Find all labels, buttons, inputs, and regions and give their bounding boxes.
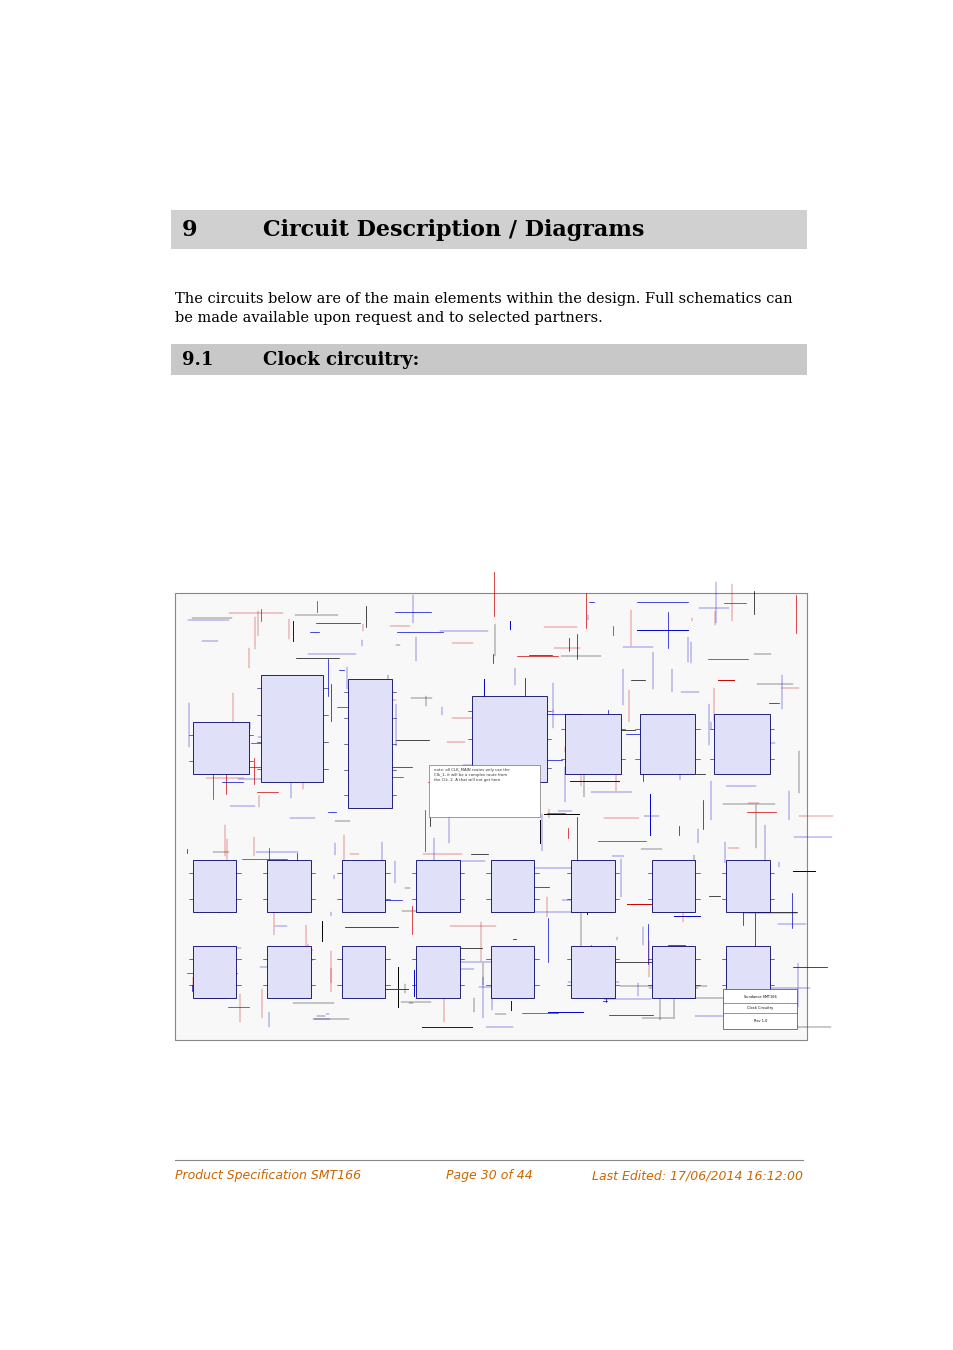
Bar [428, 765, 539, 817]
Bar [651, 946, 695, 998]
Bar [267, 946, 311, 998]
Text: Sundance SMT166: Sundance SMT166 [743, 995, 776, 999]
Bar [564, 714, 620, 774]
Bar [571, 860, 614, 911]
Bar [193, 946, 236, 998]
Bar [341, 946, 385, 998]
Bar [639, 714, 695, 774]
Text: Last Edited: 17/06/2014 16:12:00: Last Edited: 17/06/2014 16:12:00 [592, 1169, 802, 1183]
Text: 9: 9 [182, 219, 197, 240]
Bar [651, 860, 695, 911]
Bar [267, 860, 311, 911]
Bar [171, 209, 806, 250]
Text: Rev 1.0: Rev 1.0 [753, 1019, 766, 1023]
Bar [714, 714, 769, 774]
Bar [348, 679, 391, 809]
Bar [174, 594, 806, 1041]
Bar [490, 860, 534, 911]
Bar [171, 344, 806, 375]
Bar [571, 946, 614, 998]
Text: Clock circuitry:: Clock circuitry: [263, 351, 419, 369]
Bar [193, 722, 249, 774]
Text: Product Specification SMT166: Product Specification SMT166 [174, 1169, 360, 1183]
Bar [341, 860, 385, 911]
Bar [722, 990, 797, 1029]
Bar [416, 860, 459, 911]
Bar [472, 697, 546, 783]
Bar [193, 860, 236, 911]
Text: Circuit Description / Diagrams: Circuit Description / Diagrams [263, 219, 644, 240]
Text: Page 30 of 44: Page 30 of 44 [445, 1169, 532, 1183]
Bar [726, 860, 769, 911]
Text: 9.1: 9.1 [182, 351, 213, 369]
Text: note: all CLK_MAIN routes only use the
Clk_1, it will be a complex route from
th: note: all CLK_MAIN routes only use the C… [434, 768, 510, 782]
Text: The circuits below are of the main elements within the design. Full schematics c: The circuits below are of the main eleme… [174, 292, 792, 325]
Bar [416, 946, 459, 998]
Bar [261, 675, 323, 783]
Bar [726, 946, 769, 998]
Bar [490, 946, 534, 998]
Text: Clock Circuitry: Clock Circuitry [746, 1006, 773, 1010]
